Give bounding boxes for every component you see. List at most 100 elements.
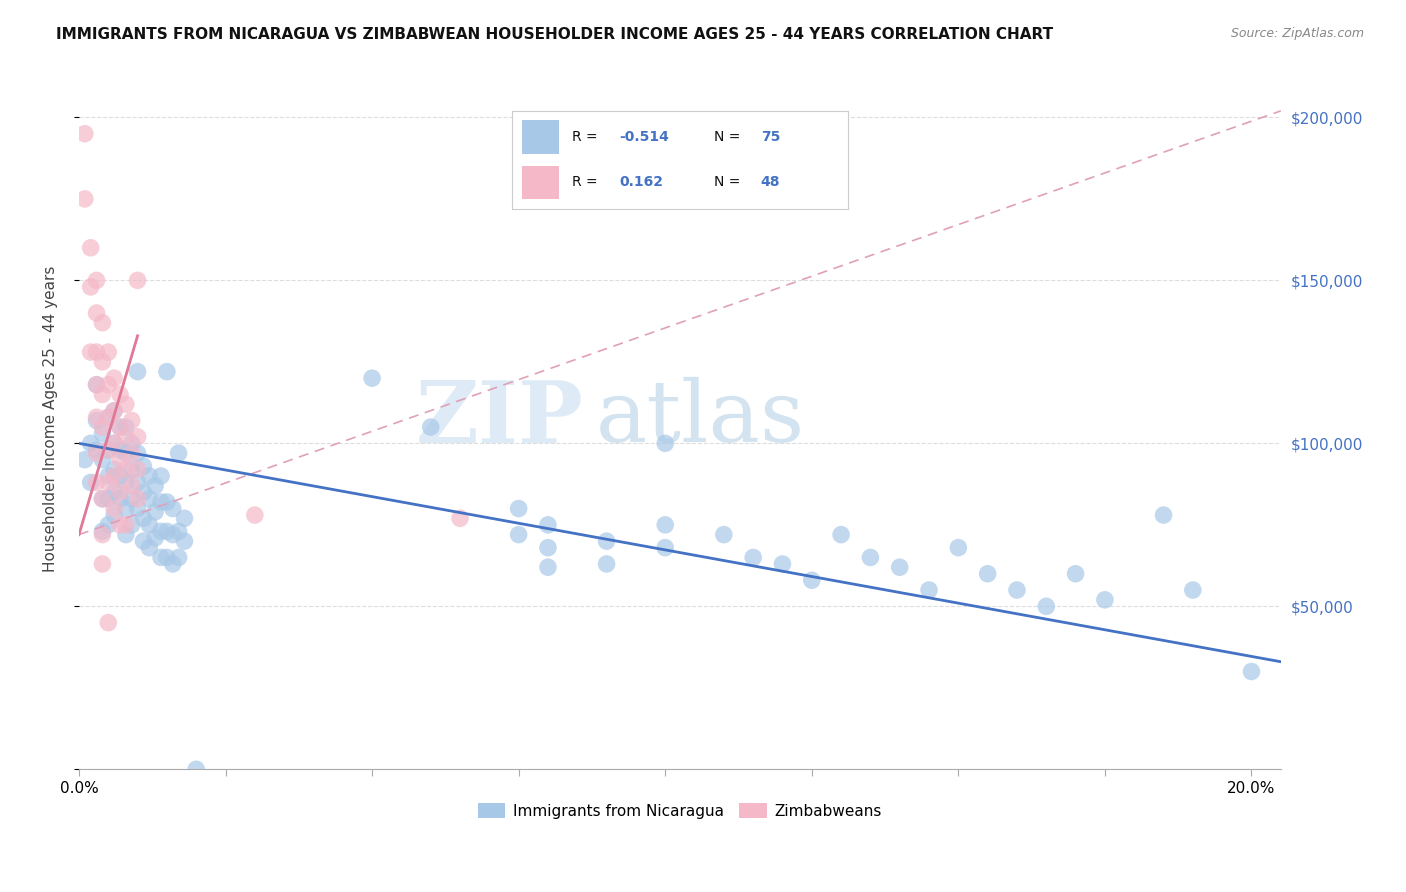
Point	[97, 491, 120, 506]
Point	[173, 511, 195, 525]
Text: ZIP: ZIP	[416, 377, 583, 461]
Point	[86, 446, 108, 460]
Text: Source: ZipAtlas.com: Source: ZipAtlas.com	[1230, 27, 1364, 40]
Point	[115, 446, 138, 460]
Point	[79, 241, 101, 255]
Point	[143, 531, 166, 545]
Point	[595, 534, 617, 549]
Point	[121, 413, 143, 427]
Point	[948, 541, 970, 555]
Point	[91, 491, 114, 506]
Point	[150, 495, 173, 509]
Point	[91, 524, 114, 539]
Point	[132, 459, 155, 474]
Point	[537, 517, 560, 532]
Point	[73, 192, 96, 206]
Point	[103, 462, 125, 476]
Point	[86, 475, 108, 490]
Point	[976, 566, 998, 581]
Point	[86, 306, 108, 320]
Point	[108, 442, 131, 457]
Point	[108, 485, 131, 500]
Point	[91, 387, 114, 401]
Point	[86, 273, 108, 287]
Point	[86, 442, 108, 457]
Point	[127, 446, 149, 460]
Point	[115, 517, 138, 532]
Point	[115, 462, 138, 476]
Point	[1035, 599, 1057, 614]
Point	[859, 550, 882, 565]
Point	[156, 550, 179, 565]
Point	[91, 452, 114, 467]
Point	[162, 527, 184, 541]
Point	[742, 550, 765, 565]
Point	[162, 557, 184, 571]
Point	[86, 413, 108, 427]
Point	[97, 517, 120, 532]
Point	[156, 365, 179, 379]
Point	[121, 446, 143, 460]
Point	[115, 397, 138, 411]
Point	[103, 436, 125, 450]
Point	[108, 517, 131, 532]
Point	[97, 345, 120, 359]
Point	[91, 527, 114, 541]
Point	[156, 495, 179, 509]
Point	[186, 762, 208, 776]
Point	[121, 491, 143, 506]
Point	[73, 127, 96, 141]
Point	[772, 557, 794, 571]
Point	[97, 442, 120, 457]
Point	[103, 485, 125, 500]
Point	[97, 615, 120, 630]
Point	[654, 517, 676, 532]
Point	[127, 491, 149, 506]
Point	[595, 557, 617, 571]
Point	[127, 475, 149, 490]
Point	[1153, 508, 1175, 522]
Point	[79, 345, 101, 359]
Point	[127, 430, 149, 444]
Point	[1094, 592, 1116, 607]
Point	[91, 426, 114, 441]
Point	[108, 452, 131, 467]
Point	[79, 436, 101, 450]
Point	[138, 517, 160, 532]
Point	[830, 527, 852, 541]
Point	[508, 501, 530, 516]
Point	[86, 377, 108, 392]
Point	[132, 485, 155, 500]
Text: atlas: atlas	[596, 377, 804, 460]
Point	[713, 527, 735, 541]
Point	[889, 560, 911, 574]
Point	[73, 452, 96, 467]
Point	[132, 534, 155, 549]
Point	[91, 355, 114, 369]
Point	[79, 475, 101, 490]
Point	[108, 420, 131, 434]
Point	[103, 403, 125, 417]
Point	[121, 462, 143, 476]
Point	[103, 501, 125, 516]
Point	[121, 479, 143, 493]
Point	[537, 541, 560, 555]
Point	[97, 475, 120, 490]
Point	[86, 345, 108, 359]
Point	[150, 524, 173, 539]
Point	[103, 403, 125, 417]
Point	[115, 475, 138, 490]
Point	[1064, 566, 1087, 581]
Point	[167, 524, 190, 539]
Point	[108, 469, 131, 483]
Legend: Immigrants from Nicaragua, Zimbabweans: Immigrants from Nicaragua, Zimbabweans	[472, 797, 889, 825]
Point	[91, 420, 114, 434]
Point	[156, 524, 179, 539]
Point	[97, 377, 120, 392]
Point	[91, 491, 114, 506]
Point	[97, 442, 120, 457]
Point	[162, 501, 184, 516]
Point	[138, 491, 160, 506]
Point	[115, 420, 138, 434]
Point	[150, 469, 173, 483]
